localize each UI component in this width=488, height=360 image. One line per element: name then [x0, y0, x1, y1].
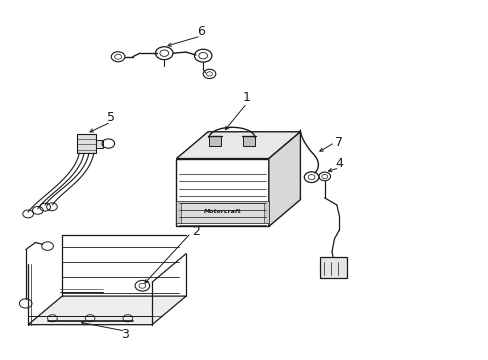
Text: 1: 1: [243, 91, 250, 104]
Polygon shape: [243, 136, 254, 146]
Polygon shape: [176, 201, 268, 223]
Text: 3: 3: [121, 328, 129, 341]
Polygon shape: [209, 136, 221, 146]
Polygon shape: [96, 140, 103, 148]
Text: 4: 4: [335, 157, 343, 170]
Polygon shape: [28, 296, 186, 325]
Text: Motorcraft: Motorcraft: [203, 209, 241, 214]
Polygon shape: [319, 257, 346, 278]
Polygon shape: [176, 132, 300, 158]
Text: 7: 7: [335, 136, 343, 149]
Text: 2: 2: [192, 225, 200, 238]
Text: 6: 6: [196, 25, 204, 38]
Polygon shape: [268, 132, 300, 226]
Text: 5: 5: [106, 111, 115, 124]
Polygon shape: [77, 134, 96, 153]
Polygon shape: [181, 203, 264, 223]
